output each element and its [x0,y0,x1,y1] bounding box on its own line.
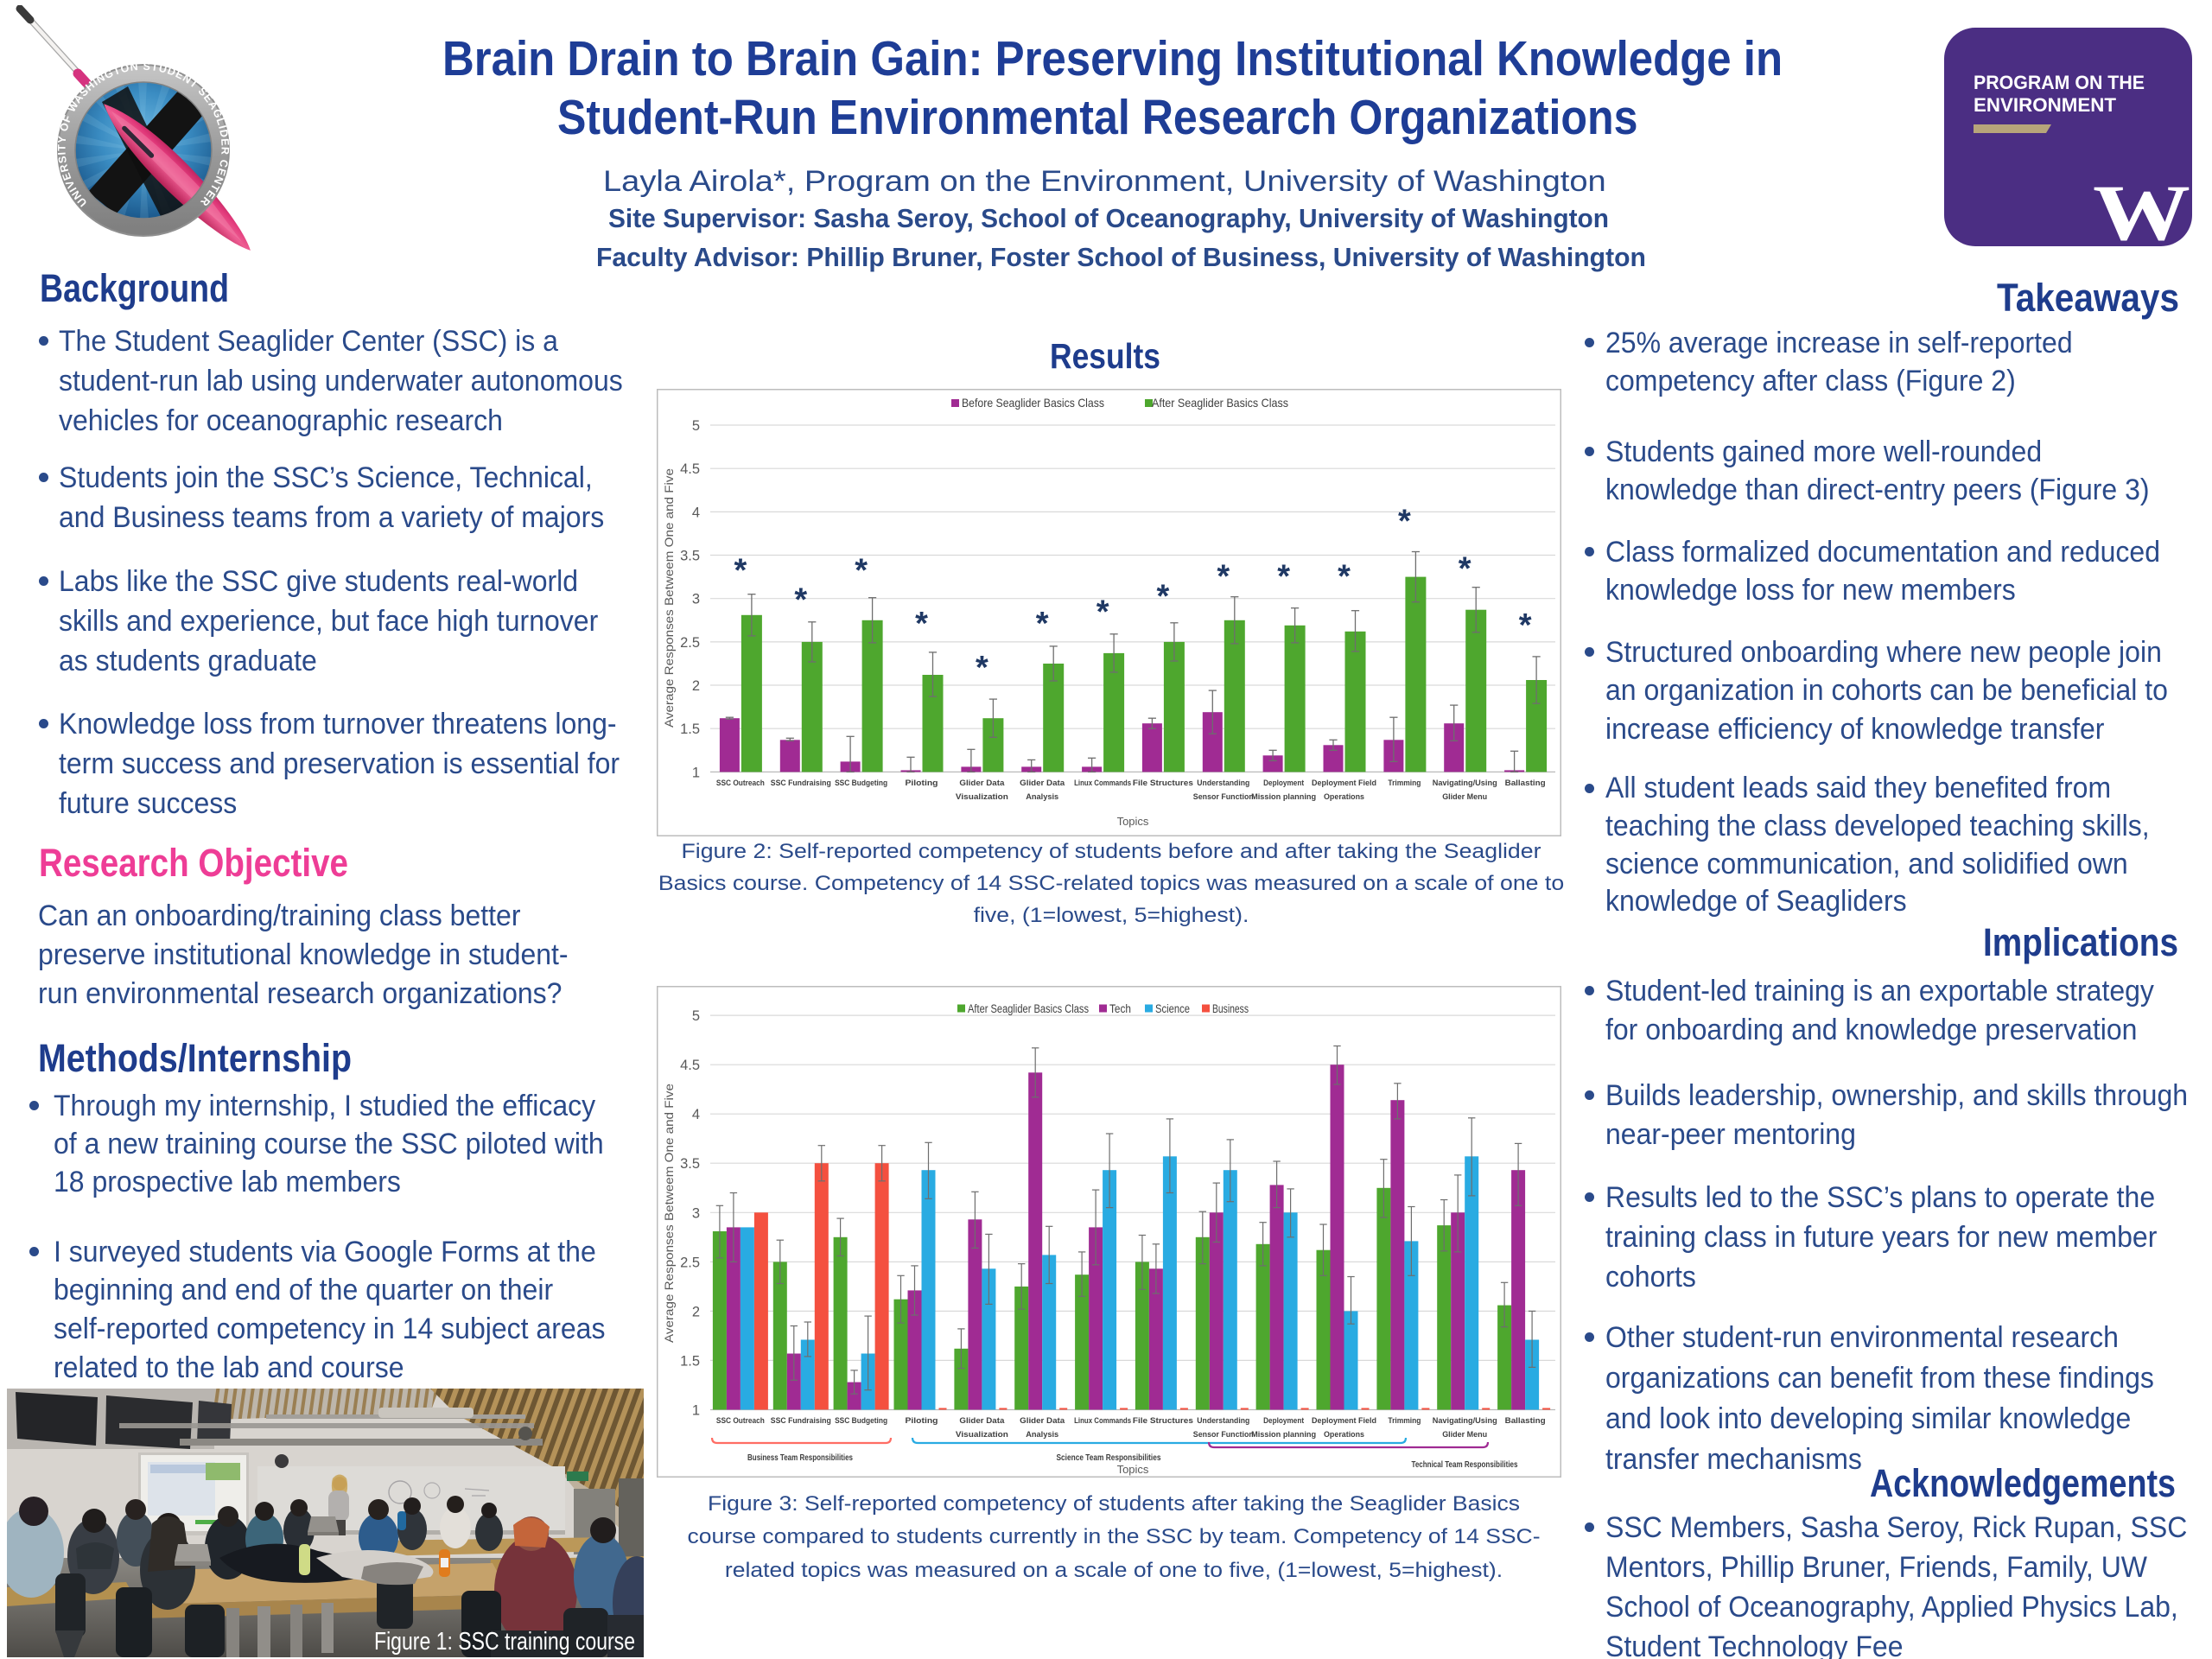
svg-text:Trimming: Trimming [1388,779,1421,788]
svg-text:*: * [1459,551,1471,588]
svg-text:Glider Menu: Glider Menu [1442,1430,1487,1440]
svg-text:File Structures: File Structures [1133,1416,1193,1426]
svg-text:Technical Team Responsibilitie: Technical Team Responsibilities [1412,1459,1518,1470]
svg-text:Deployment Field: Deployment Field [1312,779,1376,788]
svg-text:*: * [1277,559,1290,595]
svg-text:Glider Data: Glider Data [959,1416,1005,1426]
svg-text:Linux Commands: Linux Commands [1074,779,1131,788]
svg-text:Piloting: Piloting [906,779,938,788]
svg-text:SSC Fundraising: SSC Fundraising [771,779,831,788]
svg-text:Operations: Operations [1324,792,1364,802]
svg-text:1.5: 1.5 [680,1353,700,1369]
svg-text:Science Team Responsibilities: Science Team Responsibilities [1057,1452,1161,1463]
svg-text:*: * [1519,607,1532,644]
svg-text:SSC Outreach: SSC Outreach [716,779,765,788]
svg-text:Operations: Operations [1324,1430,1364,1440]
svg-text:Average Responses Betweem One: Average Responses Betweem One and Five [663,1084,676,1343]
svg-text:4.5: 4.5 [680,461,700,477]
svg-text:Visualization: Visualization [956,1430,1008,1440]
svg-text:*: * [976,650,988,686]
svg-text:3.5: 3.5 [680,549,700,564]
svg-text:Sensor Function: Sensor Function [1193,792,1254,802]
svg-text:Ballasting: Ballasting [1505,779,1546,788]
svg-text:Linux Commands: Linux Commands [1074,1416,1131,1426]
svg-text:Analysis: Analysis [1026,1430,1058,1440]
svg-text:2.5: 2.5 [680,635,700,651]
svg-text:2: 2 [692,678,700,694]
svg-text:Before Seaglider Basics Class: Before Seaglider Basics Class [962,396,1104,410]
svg-text:Mission planning: Mission planning [1251,792,1316,802]
svg-text:Navigating/Using: Navigating/Using [1433,779,1497,788]
svg-text:2.5: 2.5 [680,1255,700,1270]
svg-text:Deployment: Deployment [1263,779,1305,788]
svg-text:1: 1 [692,1403,700,1419]
svg-text:Navigating/Using: Navigating/Using [1433,1416,1497,1426]
svg-text:Piloting: Piloting [906,1416,938,1426]
svg-text:Business: Business [1212,1002,1249,1015]
svg-text:*: * [1217,559,1230,595]
svg-text:Average Responses Betweem One: Average Responses Betweem One and Five [663,468,676,728]
svg-text:*: * [1096,594,1109,631]
svg-text:1.5: 1.5 [680,721,700,737]
svg-text:*: * [1036,606,1049,642]
svg-text:Sensor Function: Sensor Function [1193,1430,1254,1440]
svg-text:*: * [915,606,928,642]
svg-text:Figure 1: SSC training course: Figure 1: SSC training course [374,1628,635,1656]
svg-text:After Seaglider Basics Class: After Seaglider Basics Class [1152,396,1288,410]
svg-text:2: 2 [692,1304,700,1319]
svg-text:5: 5 [692,1008,700,1024]
svg-text:*: * [1398,503,1411,539]
svg-text:ENVIRONMENT: ENVIRONMENT [1974,94,2117,116]
svg-text:3: 3 [692,1205,700,1221]
svg-text:4: 4 [692,505,700,520]
svg-text:Deployment Field: Deployment Field [1312,1416,1376,1426]
svg-text:Deployment: Deployment [1263,1416,1305,1426]
svg-text:Tech: Tech [1109,1002,1131,1015]
svg-text:*: * [855,553,868,589]
svg-text:1: 1 [692,765,700,780]
svg-text:PROGRAM ON THE: PROGRAM ON THE [1974,72,2145,93]
svg-text:Glider Data: Glider Data [1020,779,1065,788]
svg-text:Understanding: Understanding [1197,1416,1249,1426]
svg-text:Glider Data: Glider Data [959,779,1005,788]
svg-text:Topics: Topics [1117,1463,1149,1476]
svg-text:*: * [1157,579,1170,615]
svg-text:Analysis: Analysis [1026,792,1058,802]
svg-text:Glider Menu: Glider Menu [1442,792,1487,802]
svg-text:*: * [794,582,807,619]
svg-text:3.5: 3.5 [680,1156,700,1172]
svg-text:After Seaglider Basics Class: After Seaglider Basics Class [968,1002,1089,1015]
svg-text:File Structures: File Structures [1133,779,1193,788]
svg-text:SSC Budgeting: SSC Budgeting [835,1416,887,1426]
svg-text:Visualization: Visualization [956,792,1008,802]
svg-text:Topics: Topics [1117,815,1149,828]
svg-text:Ballasting: Ballasting [1505,1416,1546,1426]
svg-text:Understanding: Understanding [1197,779,1249,788]
svg-text:Business Team Responsibilities: Business Team Responsibilities [747,1452,853,1463]
svg-text:SSC Outreach: SSC Outreach [716,1416,765,1426]
svg-text:Science: Science [1155,1002,1190,1015]
svg-text:*: * [1338,559,1351,595]
svg-text:SSC Fundraising: SSC Fundraising [771,1416,831,1426]
svg-text:Mission planning: Mission planning [1251,1430,1316,1440]
svg-text:Glider Data: Glider Data [1020,1416,1065,1426]
svg-text:W: W [2093,168,2190,246]
svg-text:SSC Budgeting: SSC Budgeting [835,779,887,788]
svg-text:3: 3 [692,592,700,607]
svg-text:5: 5 [692,418,700,434]
svg-text:4.5: 4.5 [680,1058,700,1073]
svg-text:Trimming: Trimming [1388,1416,1421,1426]
svg-text:4: 4 [692,1107,700,1122]
svg-text:*: * [734,553,747,589]
